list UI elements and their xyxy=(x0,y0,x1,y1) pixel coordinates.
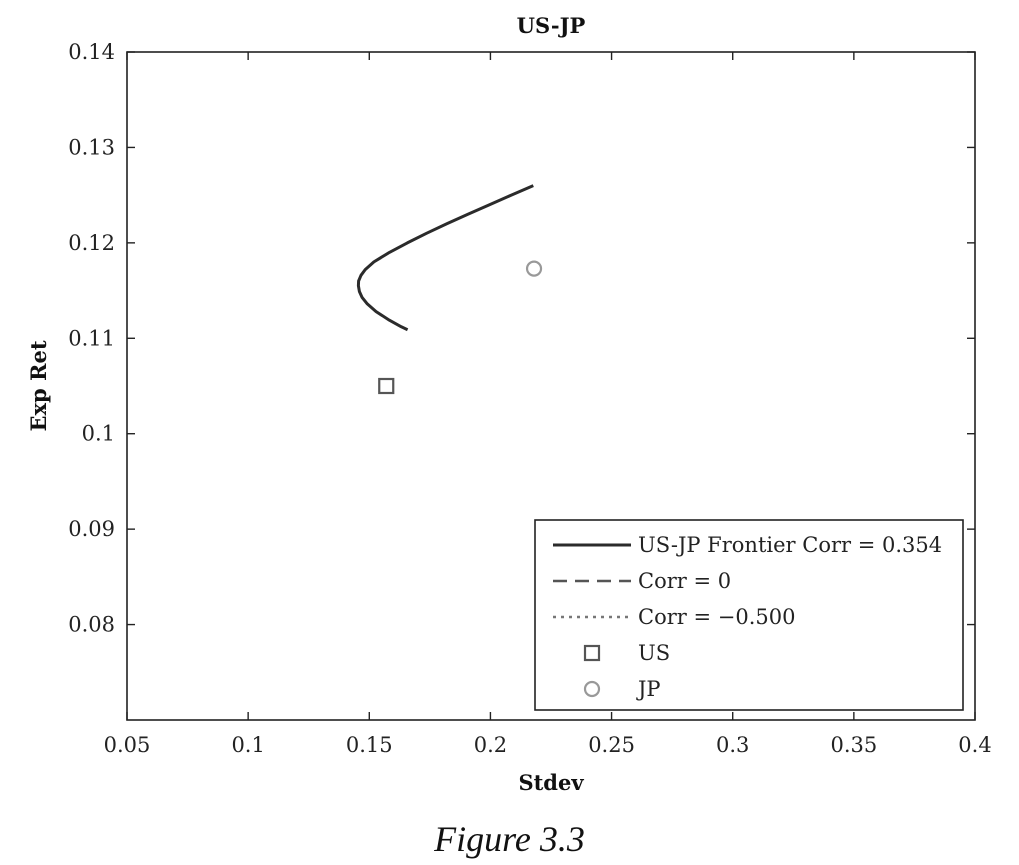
legend-label: US xyxy=(638,641,670,665)
figure-caption: Figure 3.3 xyxy=(434,819,585,859)
x-tick-label: 0.2 xyxy=(474,733,507,757)
legend-swatch xyxy=(583,680,601,698)
legend-swatch xyxy=(583,644,601,662)
y-tick-label: 0.11 xyxy=(68,326,115,350)
chart-title: US-JP xyxy=(517,13,586,38)
x-tick-label: 0.35 xyxy=(830,733,877,757)
y-tick-label: 0.08 xyxy=(68,613,115,637)
x-tick-label: 0.4 xyxy=(958,733,991,757)
legend: US-JP Frontier Corr = 0.354 Corr = 0 Corr … xyxy=(534,519,964,711)
marker-us xyxy=(378,377,395,395)
x-axis-title: Stdev xyxy=(518,770,584,795)
legend-label: Corr = 0 xyxy=(638,569,731,593)
marker-jp xyxy=(525,260,543,277)
legend-box xyxy=(534,519,964,711)
x-tick-label: 0.05 xyxy=(104,733,151,757)
plot-frame xyxy=(126,51,976,721)
legend-label: JP xyxy=(636,677,661,701)
x-tick-label: 0.1 xyxy=(231,733,264,757)
x-tick-label: 0.25 xyxy=(588,733,635,757)
series-line-1 xyxy=(356,184,534,332)
y-tick-label: 0.12 xyxy=(68,231,115,255)
y-axis-title: Exp Ret xyxy=(26,340,51,431)
y-tick-label: 0.1 xyxy=(82,422,115,446)
y-tick-label: 0.13 xyxy=(68,135,115,159)
x-tick-label: 0.3 xyxy=(716,733,749,757)
legend-label: Corr = −0.500 xyxy=(638,605,795,629)
legend-label: US-JP Frontier Corr = 0.354 xyxy=(638,533,942,557)
x-tick-label: 0.15 xyxy=(346,733,393,757)
y-tick-label: 0.09 xyxy=(68,517,115,541)
y-tick-label: 0.14 xyxy=(68,40,115,64)
